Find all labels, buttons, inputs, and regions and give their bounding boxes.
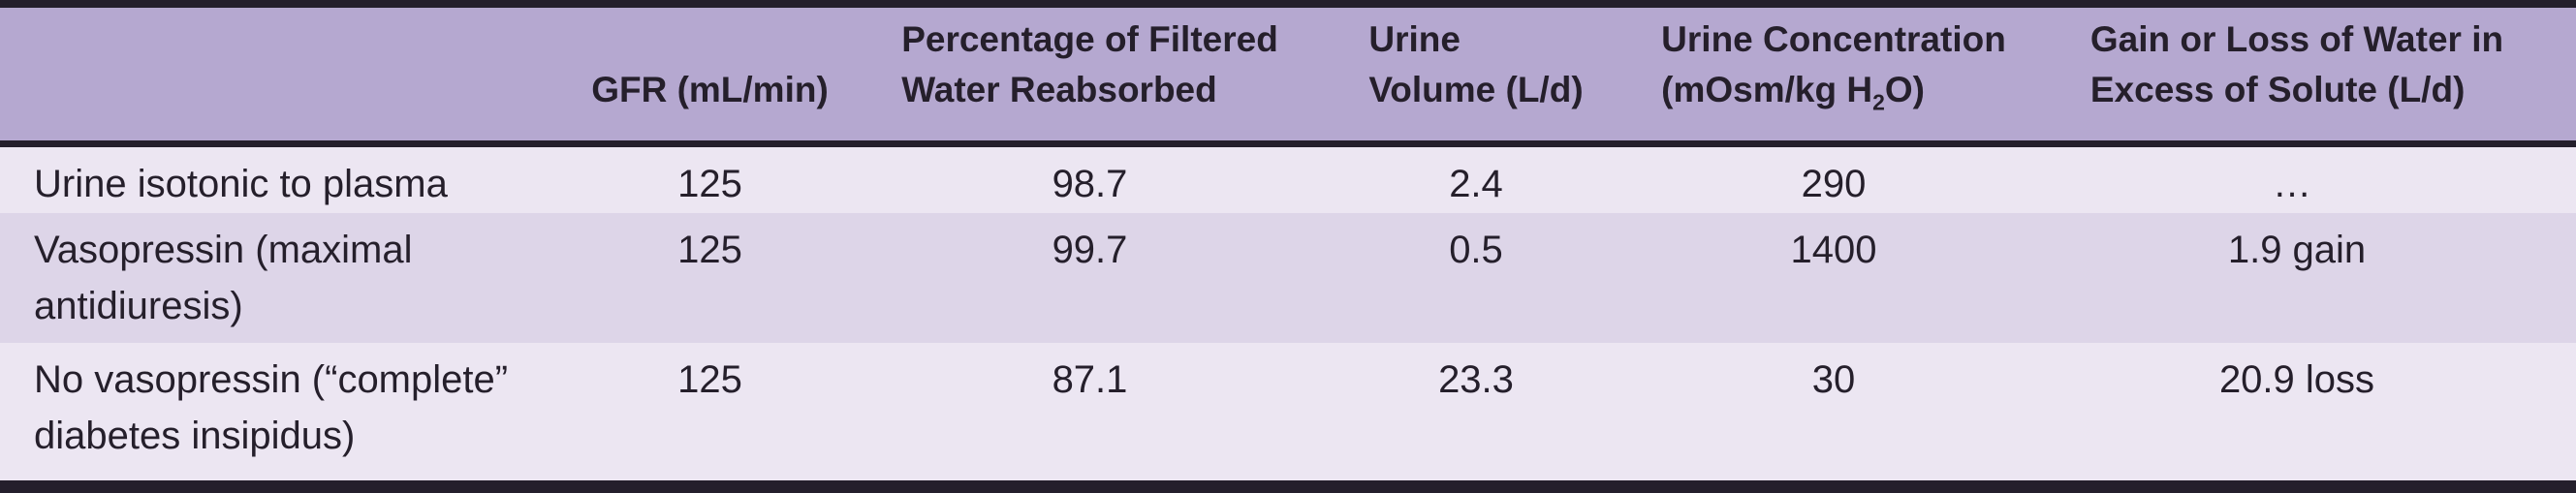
table-row-no-vasopressin: No vasopressin (“complete” diabetes insi…	[0, 343, 2576, 480]
header-text-urine-volume: Urine Volume (L/d)	[1368, 15, 1583, 115]
cell-gain-loss: 20.9 loss	[2218, 358, 2375, 402]
header-cell-urine-concentration: Urine Concentration (mOsm/kg H2O)	[1649, 8, 2018, 147]
cell-pct-reabsorbed: 98.7	[1052, 162, 1128, 205]
cell-urine-concentration: 30	[1811, 358, 1856, 402]
header-volume-line1: Urine	[1368, 18, 1461, 59]
cell-urine-volume: 0.5	[1449, 228, 1503, 271]
cell-pct-reabsorbed: 87.1	[1052, 358, 1128, 402]
header-text-pct-reabsorbed: Percentage of Filtered Water Reabsorbed	[901, 15, 1278, 115]
header-row: GFR (mL/min) Percentage of Filtered Water…	[0, 8, 2576, 147]
cell-urine-volume: 2.4	[1449, 162, 1503, 205]
header-text-urine-concentration: Urine Concentration (mOsm/kg H2O)	[1661, 15, 2006, 115]
header-gfr-line1: GFR (mL/min)	[591, 69, 829, 109]
header-pct-line1: Percentage of Filtered	[901, 18, 1278, 59]
cell-urine-volume: 23.3	[1438, 358, 1514, 402]
header-concentration-subscript: 2	[1872, 88, 1885, 114]
header-cell-pct-reabsorbed: Percentage of Filtered Water Reabsorbed	[877, 8, 1303, 147]
cell-urine-concentration: 1400	[1790, 228, 1877, 271]
cell-pct-reabsorbed: 99.7	[1052, 228, 1128, 271]
header-gain-loss-line2: Excess of Solute (L/d)	[2089, 69, 2466, 109]
cell-row-label: Vasopressin (maximal antidiuresis)	[34, 228, 413, 327]
header-concentration-line2-pre: (mOsm/kg H	[1661, 69, 1873, 109]
header-cell-gfr: GFR (mL/min)	[543, 8, 877, 147]
header-cell-urine-volume: Urine Volume (L/d)	[1303, 8, 1649, 147]
water-diuresis-table: GFR (mL/min) Percentage of Filtered Water…	[0, 8, 2576, 480]
cell-gfr: 125	[677, 358, 742, 402]
header-gain-loss-line1: Gain or Loss of Water in	[2089, 18, 2504, 59]
cell-gain-loss: …	[2273, 162, 2321, 205]
header-text-gain-loss: Gain or Loss of Water in Excess of Solute…	[2090, 15, 2503, 115]
cell-urine-concentration: 290	[1801, 162, 1867, 205]
cell-gfr: 125	[677, 228, 742, 271]
header-text-gfr: GFR (mL/min)	[591, 65, 829, 115]
cell-row-label: No vasopressin (“complete” diabetes insi…	[34, 358, 509, 458]
table-row-vasopressin: Vasopressin (maximal antidiuresis) 125 9…	[0, 212, 2576, 344]
header-concentration-line2-post: O)	[1884, 69, 1925, 109]
cell-gfr: 125	[677, 162, 742, 205]
cell-row-label: Urine isotonic to plasma	[34, 162, 448, 205]
cell-gain-loss: 1.9 gain	[2227, 228, 2367, 271]
header-concentration-line1: Urine Concentration	[1661, 18, 2006, 59]
header-pct-line2: Water Reabsorbed	[901, 69, 1217, 109]
header-volume-line2: Volume (L/d)	[1368, 69, 1584, 109]
header-cell-empty	[0, 8, 543, 147]
table-row-isotonic: Urine isotonic to plasma 125 98.7 2.4 29…	[0, 143, 2576, 213]
header-cell-gain-loss: Gain or Loss of Water in Excess of Solute…	[2018, 8, 2576, 147]
